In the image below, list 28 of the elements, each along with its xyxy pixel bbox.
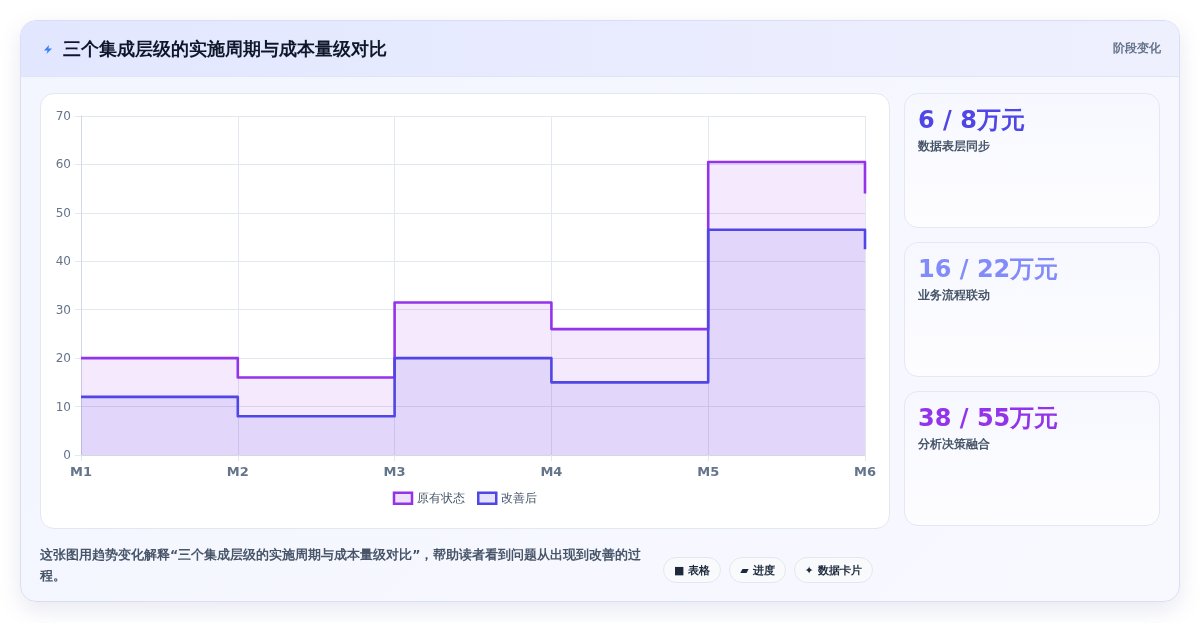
- chart-title: 三个集成层级的实施周期与成本量级对比: [63, 37, 387, 61]
- x-tick-label: M2: [226, 464, 249, 479]
- x-tick-label: M1: [70, 464, 92, 479]
- y-tick-label: 10: [55, 399, 71, 414]
- text: 6 / 8万元: [918, 105, 1025, 136]
- text: 数据表层同步: [918, 138, 990, 155]
- y-tick-label: 30: [55, 302, 71, 317]
- text: ■ 表格: [663, 557, 722, 583]
- x-tick-label: M6: [854, 464, 876, 479]
- text: 业务流程联动: [918, 287, 990, 304]
- y-tick-label: 20: [55, 351, 71, 366]
- y-tick-label: 70: [55, 109, 71, 123]
- x-tick-label: M5: [697, 464, 720, 479]
- y-tick-label: 0: [63, 448, 71, 462]
- legend-label: 原有状态: [417, 491, 465, 506]
- y-tick-label: 50: [55, 205, 71, 220]
- text: ✦ 数据卡片: [793, 557, 873, 583]
- y-tick-label: 40: [55, 254, 71, 269]
- text: 阶段变化: [1113, 40, 1161, 57]
- text: ▰ 进度: [729, 557, 786, 583]
- text: 分析决策融合: [918, 436, 990, 453]
- text: 这张图用趋势变化解释“三个集成层级的实施周期与成本量级对比”，帮助读者看到问题从出现到改善的过程。: [40, 546, 643, 585]
- x-tick-label: M4: [540, 464, 563, 479]
- text: 38 / 55万元: [918, 403, 1059, 434]
- legend-label: 改善后: [501, 491, 538, 506]
- y-tick-label: 60: [55, 157, 71, 172]
- x-tick-label: M3: [383, 464, 406, 479]
- text: 16 / 22万元: [918, 254, 1059, 285]
